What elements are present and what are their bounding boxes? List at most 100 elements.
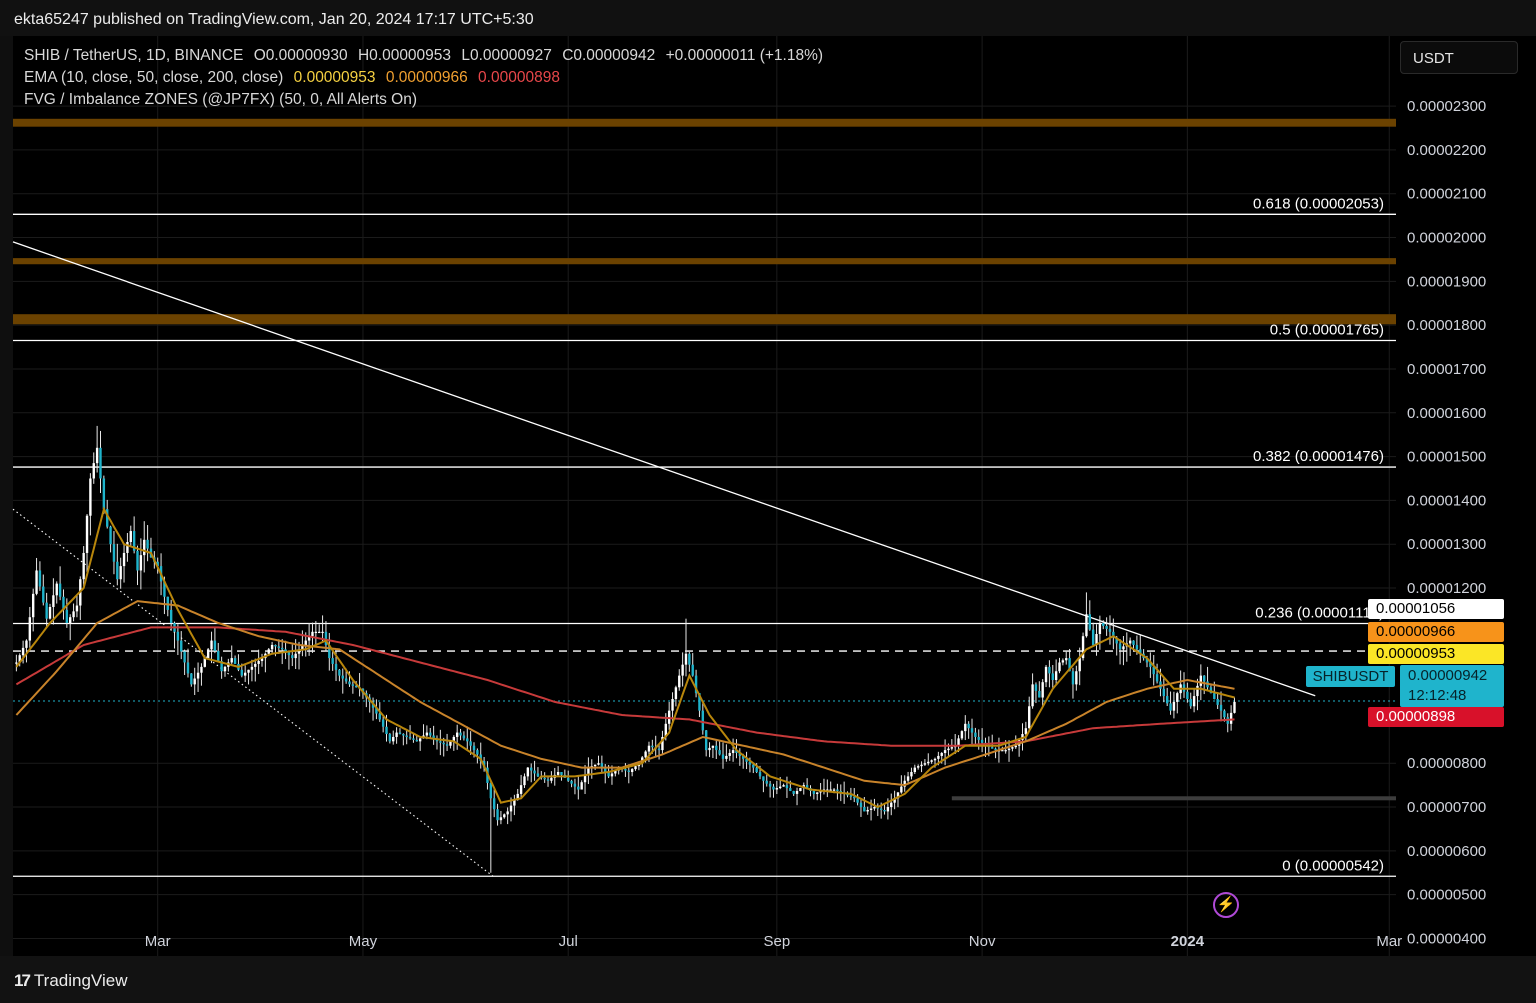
candle-body [85,515,89,553]
candle-body [381,719,385,727]
candle-body [186,662,190,674]
candle-body [604,767,607,772]
candle-body [567,777,570,781]
candle-body [775,788,779,790]
candle-body [395,732,398,737]
candle-body [1145,658,1149,663]
candle-body [1044,666,1048,683]
chart-area[interactable] [13,36,1396,956]
dashed-level-price-tag: 0.00001056 [1368,599,1504,619]
candle-body [1014,745,1017,748]
candle-body [560,772,563,775]
candle-body [1139,649,1142,654]
legend-fvg-label[interactable]: FVG / Imbalance ZONES (@JP7FX) (50, 0, A… [24,91,418,108]
candle-body [526,767,530,777]
candle-body [721,754,725,759]
candle-body [1152,666,1155,675]
candle-body [250,666,254,670]
candle-body [294,653,297,659]
candle-body [836,789,839,791]
candle-body [728,753,731,756]
candle-body [220,661,223,672]
candle-body [1132,640,1135,645]
candle-body [772,786,775,790]
candle-body [826,789,829,791]
candle-body [38,570,42,587]
candle-body [499,817,503,821]
candle-body [75,605,79,612]
candle-body [580,782,583,790]
candle-body [1169,703,1172,711]
candle-body [48,606,52,619]
fib-level-label: 0 (0.00000542) [1282,857,1384,874]
candle-body [964,723,967,732]
candle-body [1031,684,1034,707]
candle-body [994,748,997,751]
candle-body [896,792,900,799]
candle-body [1041,682,1044,698]
candle-body [849,795,853,797]
candle-body [943,750,947,754]
legend-symbol[interactable]: SHIB / TetherUS, 1D, BINANCE [24,47,244,64]
currency-selector-button[interactable]: USDT [1400,41,1518,74]
candle-body [711,745,715,748]
candle-body [819,790,822,793]
candle-body [991,747,994,749]
candle-body [883,809,886,812]
candle-body [1021,734,1024,740]
x-tick-label: Mar [145,933,171,950]
candle-body [651,745,654,748]
candle-body [42,586,45,603]
candle-body [755,767,758,772]
candle-body [1213,693,1216,699]
candle-body [1038,690,1041,698]
candle-body [328,644,331,659]
candle-body [1001,750,1004,752]
candle-body [190,673,193,685]
candle-body [429,732,432,736]
candle-body [519,785,523,794]
candle-body [331,658,334,664]
legend-ema-label[interactable]: EMA (10, close, 50, close, 200, close) [24,69,284,86]
descending-trendline[interactable] [12,241,1316,697]
legend-open: O0.00000930 [253,47,348,64]
candle-body [1088,614,1091,630]
candle-body [291,655,294,659]
candle-body [1054,671,1058,680]
candle-body [462,735,466,739]
y-tick-label: 0.00001200 [1407,580,1486,597]
candle-body [449,741,452,746]
y-tick-label: 0.00001600 [1407,405,1486,422]
candle-body [694,675,698,694]
candle-body [415,739,418,742]
candle-body [472,745,476,751]
candle-body [466,738,469,742]
candle-body [583,774,587,783]
tradingview-logo[interactable]: 17 TradingView [14,971,127,991]
candle-body [452,736,456,742]
dotted-trendline[interactable] [12,508,495,878]
footer-bar [0,956,1536,1003]
lightning-icon[interactable]: ⚡ [1213,892,1239,918]
price-axis[interactable] [1396,36,1536,956]
candle-body [1078,658,1081,672]
candle-body [930,760,933,762]
fib-level-label: 0.618 (0.00002053) [1253,195,1384,212]
candle-body [146,539,149,549]
candle-body [886,807,890,812]
candle-body [425,732,429,736]
x-tick-label: Mar [1376,933,1402,950]
candle-body [691,664,694,676]
candle-body [254,663,257,667]
candle-body [321,631,324,634]
candle-body [977,736,980,740]
candle-body [513,799,516,806]
candle-body [863,807,866,812]
candle-body [230,658,233,663]
candle-body [95,447,99,464]
fvg-zone [13,118,1396,127]
candle-body [109,526,112,545]
candle-body [112,544,116,562]
candle-body [980,739,984,743]
